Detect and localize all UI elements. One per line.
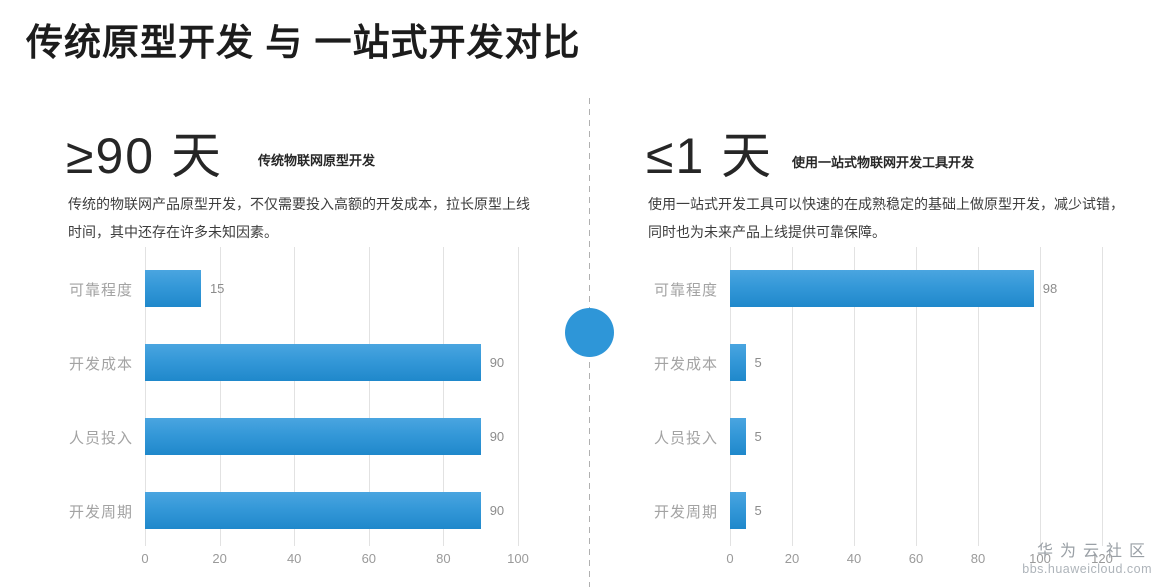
bar-value-label: 90	[489, 429, 505, 444]
gridline	[792, 247, 793, 546]
bar-value-label: 90	[489, 355, 505, 370]
left-description-line2: 时间，其中还存在许多未知因素。	[68, 224, 278, 240]
right-headline-days: ≤1 天	[646, 128, 774, 184]
gridline	[294, 247, 296, 546]
x-tick-label: 40	[286, 551, 302, 566]
bar	[145, 344, 481, 381]
right-description-line2: 同时也为未来产品上线提供可靠保障。	[648, 224, 886, 240]
left-headline-label: 传统物联网原型开发	[258, 153, 376, 168]
category-label: 开发周期	[653, 504, 718, 521]
gridline	[730, 247, 731, 546]
gridline	[443, 247, 445, 546]
bar-value-label: 98	[1042, 281, 1058, 296]
gridline	[219, 247, 221, 546]
x-tick-label: 100	[507, 551, 529, 566]
bar-value-label: 5	[754, 503, 762, 518]
gridline	[854, 247, 855, 546]
page-title: 传统原型开发 与 一站式开发对比	[26, 22, 581, 63]
x-tick-label: 20	[212, 551, 227, 566]
bar-value-label: 5	[754, 355, 762, 370]
bar-value-label: 15	[209, 281, 225, 296]
bar	[730, 344, 746, 381]
watermark: 华为云社区 bbs.huaweicloud.com	[1022, 537, 1152, 576]
watermark-site-url: bbs.huaweicloud.com	[1022, 562, 1152, 576]
bar	[730, 270, 1034, 307]
divider-circle-icon	[565, 308, 614, 357]
x-tick-label: 80	[970, 551, 986, 566]
bar	[145, 418, 481, 455]
bar	[730, 418, 746, 455]
category-label: 可靠程度	[653, 282, 718, 299]
right-description-line1: 使用一站式开发工具可以快速的在成熟稳定的基础上做原型开发，减少试错，	[648, 196, 1124, 212]
x-tick-label: 60	[361, 551, 377, 566]
watermark-community-name: 华为云社区	[1036, 543, 1152, 560]
bar	[730, 492, 746, 529]
gridline	[518, 247, 519, 546]
gridline	[1102, 247, 1103, 546]
category-label: 可靠程度	[68, 282, 133, 299]
x-tick-label: 40	[846, 551, 862, 566]
category-label: 开发成本	[68, 356, 133, 373]
gridline	[978, 247, 979, 546]
bar	[145, 270, 201, 307]
right-description: 使用一站式开发工具可以快速的在成熟稳定的基础上做原型开发，减少试错， 同时也为未…	[648, 190, 1124, 246]
left-headline-days: ≥90 天	[66, 128, 223, 184]
gridline	[916, 247, 917, 546]
x-tick-label: 0	[726, 551, 734, 566]
x-tick-label: 0	[141, 551, 149, 566]
left-description-line1: 传统的物联网产品原型开发，不仅需要投入高额的开发成本，拉长原型上线	[68, 196, 530, 212]
bar-value-label: 5	[754, 429, 762, 444]
gridline	[145, 247, 146, 546]
x-tick-label: 20	[784, 551, 800, 566]
category-label: 开发周期	[68, 504, 133, 521]
category-label: 人员投入	[653, 430, 718, 447]
bar	[145, 492, 481, 529]
left-description: 传统的物联网产品原型开发，不仅需要投入高额的开发成本，拉长原型上线 时间，其中还…	[68, 190, 530, 246]
x-tick-label: 60	[908, 551, 924, 566]
category-label: 人员投入	[68, 430, 133, 447]
right-headline-label: 使用一站式物联网开发工具开发	[792, 155, 975, 170]
bar-value-label: 90	[489, 503, 505, 518]
category-label: 开发成本	[653, 356, 718, 373]
x-tick-label: 80	[436, 551, 451, 566]
gridline	[368, 247, 370, 546]
gridline	[1040, 247, 1041, 546]
